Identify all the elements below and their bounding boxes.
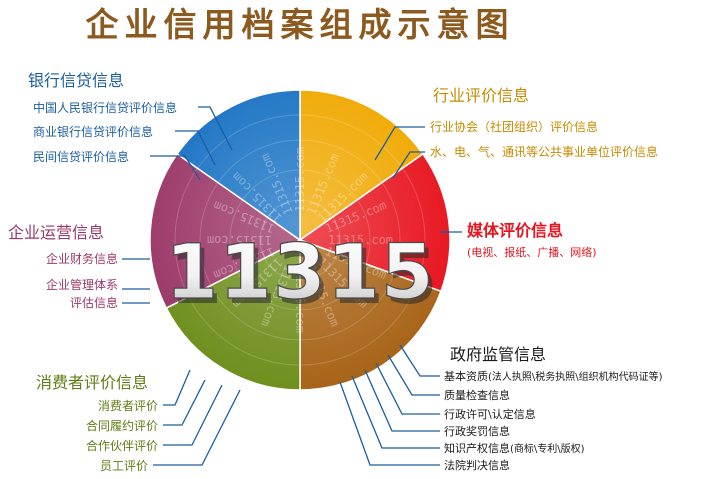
gov-item-label: 行政许可\认定信息: [444, 407, 536, 421]
pie-highlight: [150, 90, 450, 390]
bank-item: 民间信贷评价信息: [33, 149, 129, 164]
bank-item: 商业银行信贷评价信息: [33, 124, 153, 139]
gov-item-label: 行政奖罚信息: [444, 424, 510, 438]
gov-item-label: 基本资质: [444, 369, 488, 383]
consumer-item: 合作伙伴评价: [86, 438, 158, 453]
gov-item-label: 知识产权信息: [444, 441, 510, 455]
bank-item: 中国人民银行信贷评价信息: [33, 100, 177, 115]
ops-item: 评估信息: [70, 295, 118, 310]
ops-item: 企业财务信息: [46, 251, 118, 266]
consumer-item: 消费者评价: [98, 399, 158, 413]
consumer-item: 合同履约评价: [86, 418, 158, 433]
media-note: (电视、报纸、广播、网络): [467, 245, 597, 259]
center-number: 11315: [165, 227, 434, 316]
section-bank: 银行信贷信息 中国人民银行信贷评价信息 商业银行信贷评价信息 民间信贷评价信息: [28, 71, 177, 164]
page-title: 企业信用档案组成示意图: [86, 5, 515, 44]
consumer-item: 员工评价: [100, 459, 148, 473]
media-heading: 媒体评价信息: [467, 221, 563, 240]
section-industry: 行业评价信息 行业协会（社团组织）评价信息 水、电、气、通讯等公共事业单位评价信…: [430, 86, 658, 159]
industry-heading: 行业评价信息: [433, 86, 529, 105]
center-number-shadow: 11315: [169, 232, 438, 321]
connector-lines: [122, 106, 462, 466]
industry-item: 水、电、气、通讯等公共事业单位评价信息: [430, 144, 658, 159]
gov-item-label: 法院判决信息: [444, 458, 510, 472]
industry-item: 行业协会（社团组织）评价信息: [430, 119, 598, 134]
gov-heading: 政府监管信息: [450, 345, 546, 364]
consumer-heading: 消费者评价信息: [36, 373, 148, 392]
gov-item-note: (商标\专利\版权): [510, 442, 585, 455]
gov-item-note: (法人执照\税务执照\组织机构代码证等): [488, 370, 663, 383]
section-media: 媒体评价信息 (电视、报纸、广播、网络): [467, 221, 597, 259]
bank-heading: 银行信贷信息: [28, 71, 124, 90]
gov-item-label: 质量检查信息: [444, 388, 510, 402]
gov-item: 基本资质(法人执照\税务执照\组织机构代码证等): [444, 369, 663, 383]
ops-item: 企业管理体系: [46, 277, 118, 292]
section-consumer: 消费者评价信息 消费者评价 合同履约评价 合作伙伴评价 员工评价: [36, 373, 158, 473]
section-ops: 企业运营信息 企业财务信息 企业管理体系 评估信息: [8, 223, 118, 310]
section-gov: 政府监管信息 基本资质(法人执照\税务执照\组织机构代码证等) 质量检查信息 行…: [444, 345, 663, 472]
gov-item: 知识产权信息(商标\专利\版权): [444, 441, 585, 455]
ops-heading: 企业运营信息: [8, 223, 104, 242]
